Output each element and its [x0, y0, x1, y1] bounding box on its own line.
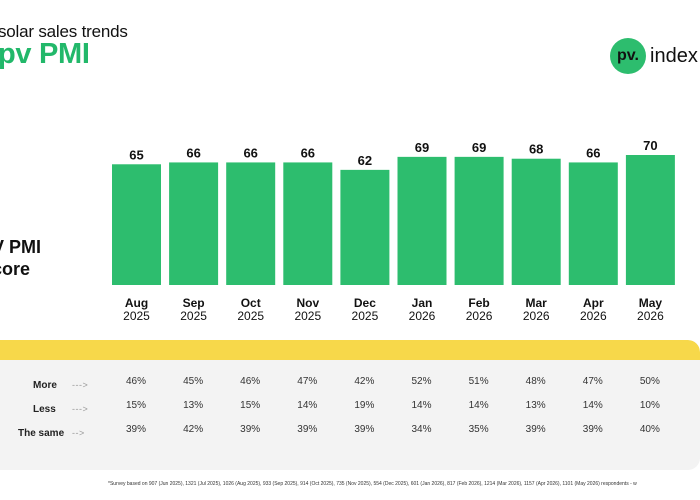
- bar-apr-2026: [568, 162, 618, 285]
- table-cell: 52%: [411, 376, 432, 387]
- x-tick-year: 2026: [409, 309, 436, 323]
- x-tick-month: Dec: [354, 296, 376, 310]
- arrow-icon: - - - >: [72, 380, 88, 390]
- table-cell: 42%: [354, 376, 375, 387]
- data-label: 70: [643, 138, 657, 153]
- bar-aug-2025: [112, 164, 161, 285]
- score-label-line1: V PMI: [0, 237, 42, 257]
- data-label: 65: [129, 147, 143, 162]
- row-label: More: [33, 380, 57, 391]
- x-tick-month: Oct: [241, 296, 261, 310]
- table-cell: 47%: [582, 376, 603, 387]
- footnote: *Survey based on 907 (Jun 2025), 1321 (J…: [108, 481, 637, 487]
- data-label: 68: [529, 142, 543, 157]
- x-tick-month: Feb: [468, 296, 489, 310]
- x-tick-year: 2025: [180, 309, 207, 323]
- table-cell: 35%: [468, 424, 489, 435]
- table-cell: 14%: [582, 400, 603, 411]
- data-label: 69: [415, 140, 429, 155]
- arrow-icon: - - - >: [72, 404, 88, 414]
- table-cell: 39%: [125, 424, 146, 435]
- table-cell: 14%: [468, 400, 489, 411]
- table-cell: 39%: [240, 424, 261, 435]
- data-label: 66: [301, 145, 315, 160]
- logo-mark: pv.: [610, 38, 646, 74]
- table-cell: 15%: [125, 400, 146, 411]
- table-cell: 13%: [183, 400, 204, 411]
- table-cell: 48%: [525, 376, 546, 387]
- x-tick-year: 2025: [237, 309, 264, 323]
- table-cell: 14%: [411, 400, 432, 411]
- table-cell: 46%: [125, 376, 146, 387]
- data-label: 69: [472, 140, 486, 155]
- x-tick-year: 2026: [466, 309, 493, 323]
- table-cell: 39%: [582, 424, 603, 435]
- table-cell: 39%: [297, 424, 318, 435]
- arrow-icon: - - >: [72, 428, 84, 438]
- table-cell: 46%: [240, 376, 261, 387]
- panel-accent-strip: [0, 340, 700, 360]
- table-cell: 51%: [468, 376, 489, 387]
- data-label: 66: [186, 145, 200, 160]
- x-tick-month: Nov: [296, 296, 319, 310]
- bar-dec-2025: [340, 169, 390, 285]
- table-cell: 34%: [411, 424, 432, 435]
- bar-may-2026: [625, 155, 675, 285]
- table-cell: 42%: [183, 424, 204, 435]
- table-cell: 47%: [297, 376, 318, 387]
- score-axis-label: V PMI core: [0, 236, 41, 280]
- bar-jan-2026: [397, 156, 447, 285]
- table-cell: 50%: [639, 376, 660, 387]
- x-tick-month: Aug: [125, 296, 148, 310]
- table-cell: 45%: [183, 376, 204, 387]
- bar-chart: 65Aug202566Sep202566Oct202566Nov202562De…: [112, 138, 675, 323]
- x-tick-month: Sep: [183, 296, 205, 310]
- x-tick-month: May: [639, 296, 663, 310]
- row-label: Less: [33, 404, 56, 415]
- data-label: 66: [243, 145, 257, 160]
- table-cell: 10%: [639, 400, 660, 411]
- x-tick-month: Apr: [583, 296, 604, 310]
- table-cell: 19%: [354, 400, 375, 411]
- data-label: 66: [586, 145, 600, 160]
- x-tick-month: Mar: [526, 296, 548, 310]
- survey-panel: More - - - > 46% 45% 46% 47% 42% 52% 51% 48% 47% 50…: [0, 340, 700, 470]
- chart-title: pv PMI: [0, 38, 90, 70]
- x-tick-year: 2026: [580, 309, 607, 323]
- table-cell: 39%: [525, 424, 546, 435]
- table-cell: 13%: [525, 400, 546, 411]
- x-tick-year: 2026: [523, 309, 550, 323]
- x-tick-year: 2025: [294, 309, 321, 323]
- bar-feb-2026: [454, 156, 504, 285]
- x-tick-year: 2025: [352, 309, 379, 323]
- bar-mar-2026: [511, 158, 561, 285]
- table-cell: 14%: [297, 400, 318, 411]
- pv-index-logo: pv. index: [610, 38, 698, 74]
- x-tick-year: 2026: [637, 309, 664, 323]
- bar-oct-2025: [226, 162, 276, 285]
- x-tick-year: 2025: [123, 309, 150, 323]
- score-label-line2: core: [0, 259, 31, 279]
- chart-subtitle: solar sales trends: [0, 22, 128, 41]
- row-label: The same: [18, 428, 65, 439]
- bar-nov-2025: [283, 162, 333, 285]
- table-cell: 15%: [240, 400, 261, 411]
- x-tick-month: Jan: [412, 296, 433, 310]
- data-label: 62: [358, 153, 372, 168]
- logo-text: index: [650, 44, 698, 67]
- bar-sep-2025: [169, 162, 219, 285]
- table-cell: 39%: [354, 424, 375, 435]
- table-cell: 40%: [639, 424, 660, 435]
